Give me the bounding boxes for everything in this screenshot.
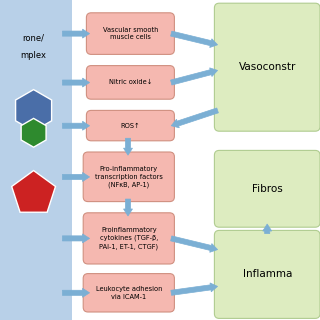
Polygon shape <box>171 283 218 295</box>
Polygon shape <box>62 78 90 87</box>
Polygon shape <box>21 118 46 147</box>
Text: ROS↑: ROS↑ <box>121 123 140 129</box>
Text: Proinflammatory
cytokines (TGF-β,
PAI-1, ET-1, CTGF): Proinflammatory cytokines (TGF-β, PAI-1,… <box>99 227 158 250</box>
Polygon shape <box>124 138 132 155</box>
Polygon shape <box>171 236 218 252</box>
FancyBboxPatch shape <box>83 213 174 264</box>
FancyBboxPatch shape <box>86 13 174 54</box>
FancyBboxPatch shape <box>86 66 174 99</box>
Text: Inflamma: Inflamma <box>243 269 292 279</box>
Polygon shape <box>124 199 132 216</box>
Polygon shape <box>171 108 219 128</box>
Polygon shape <box>171 68 218 85</box>
FancyBboxPatch shape <box>86 110 174 141</box>
Text: rone/: rone/ <box>23 34 44 43</box>
Polygon shape <box>62 234 90 243</box>
Text: Vasoconstr: Vasoconstr <box>238 62 296 72</box>
Polygon shape <box>171 31 218 47</box>
FancyBboxPatch shape <box>214 3 320 131</box>
Polygon shape <box>263 224 272 234</box>
Text: Leukocyte adhesion
via ICAM-1: Leukocyte adhesion via ICAM-1 <box>96 286 162 300</box>
Polygon shape <box>12 171 55 212</box>
Text: mplex: mplex <box>20 52 47 60</box>
FancyBboxPatch shape <box>214 230 320 318</box>
Text: Nitric oxide↓: Nitric oxide↓ <box>109 79 152 85</box>
FancyBboxPatch shape <box>83 274 174 312</box>
Polygon shape <box>62 172 90 181</box>
Text: Vascular smooth
muscle cells: Vascular smooth muscle cells <box>103 27 158 40</box>
Text: Pro-inflammatory
transcription factors
(NFκB, AP-1): Pro-inflammatory transcription factors (… <box>95 166 163 188</box>
Polygon shape <box>62 29 90 38</box>
Polygon shape <box>62 288 90 297</box>
FancyBboxPatch shape <box>83 152 174 202</box>
Text: Fibros: Fibros <box>252 184 283 194</box>
FancyBboxPatch shape <box>214 150 320 227</box>
FancyBboxPatch shape <box>0 0 72 320</box>
Polygon shape <box>62 121 90 130</box>
Polygon shape <box>16 90 52 131</box>
